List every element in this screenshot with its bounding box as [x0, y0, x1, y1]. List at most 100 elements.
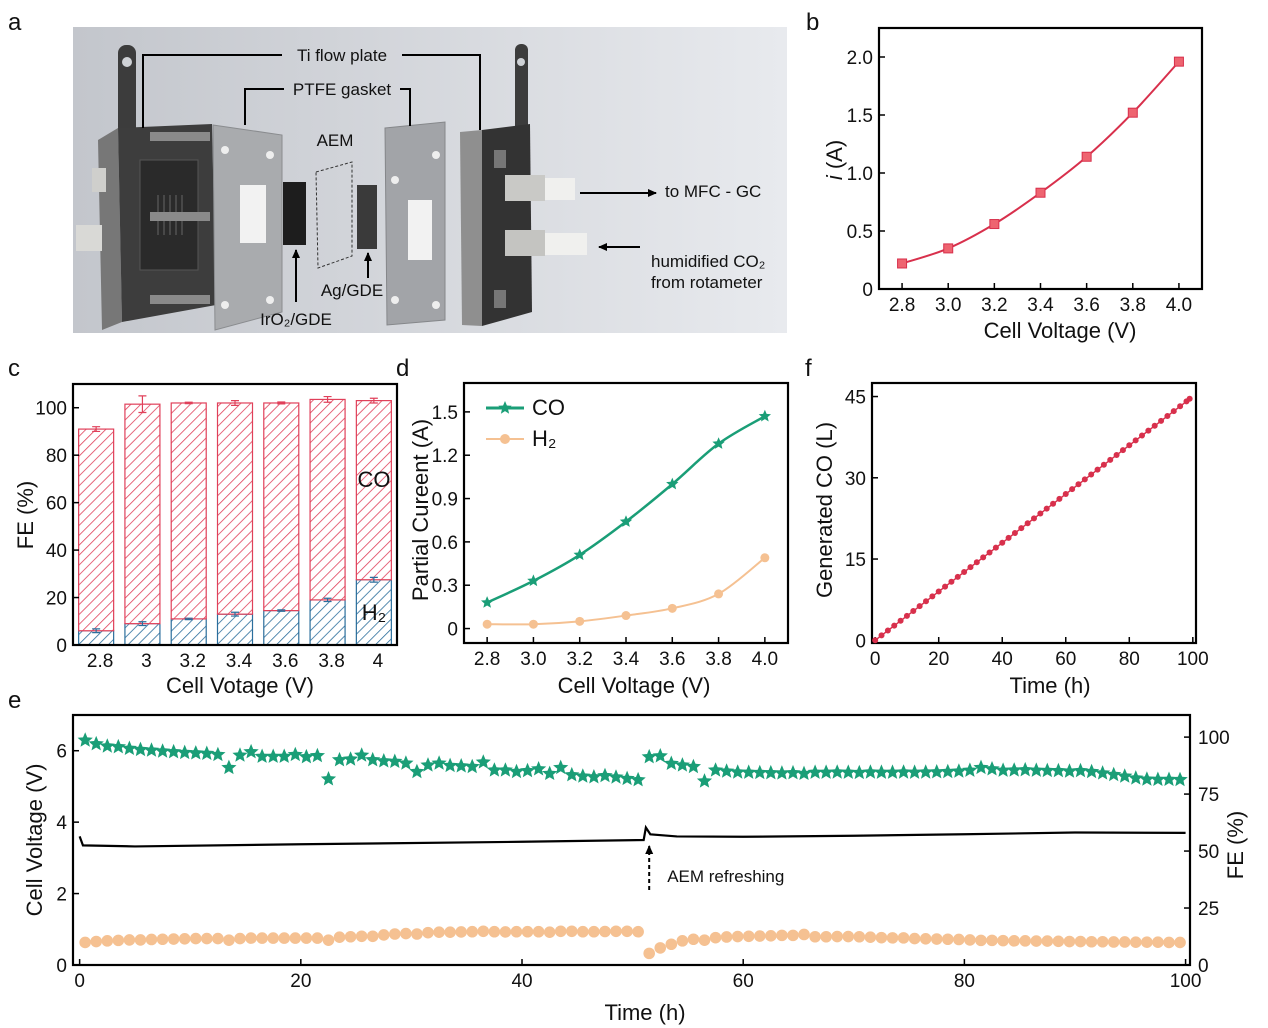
data-point-generated-co: [1031, 515, 1037, 522]
data-point-generated-co: [954, 573, 961, 580]
chart-b-current-vs-voltage: 2.8 3.0 3.2 3.4 3.6 3.8 4.0 0 0.5 1.0 1.5 2.0 Cell V…: [822, 26, 1204, 343]
data-point-fe-h2: [289, 932, 302, 944]
data-point-generated-co: [948, 578, 955, 585]
y-tick-label: 15: [845, 550, 866, 571]
x-tick-label: 2.8: [87, 651, 113, 672]
data-point-fe-h2: [234, 932, 246, 945]
bar-co: [216, 402, 254, 615]
data-point-fe-h2: [189, 932, 202, 945]
data-point-fe-co: [663, 755, 679, 770]
data-point-fe-h2: [676, 935, 689, 947]
data-point-generated-co: [1132, 437, 1139, 444]
right-ti-plate: [460, 44, 587, 326]
data-point-generated-co: [1113, 452, 1120, 459]
error-bar-h2: [369, 576, 378, 583]
y-tick-label: 40: [46, 541, 67, 562]
error-bar-co: [323, 395, 332, 403]
data-point-generated-co: [1151, 422, 1158, 429]
data-point-fe-h2: [820, 930, 832, 943]
data-point-fe-co: [276, 748, 292, 763]
bar-annotation-co: CO: [358, 467, 391, 492]
data-point-fe-co: [940, 763, 956, 779]
series-line-co: [486, 415, 766, 604]
error-bar-co: [369, 397, 378, 404]
data-point-fe-h2: [1107, 936, 1120, 948]
data-point-fe-h2: [1063, 935, 1076, 948]
y-axis-label: i (A): [822, 140, 847, 180]
data-point-fe-h2: [953, 933, 965, 946]
data-point-fe-h2: [964, 934, 976, 946]
data-point-fe-h2: [256, 932, 268, 944]
y-tick-label: 0: [447, 620, 458, 641]
x-tick-label: 4: [373, 651, 384, 672]
data-point-generated-co: [935, 588, 942, 595]
data-point-fe-h2: [1085, 935, 1098, 948]
y-tick-label: 1.5: [432, 403, 458, 424]
data-point-fe-co: [818, 764, 834, 779]
data-point-fe-h2: [930, 933, 943, 945]
data-point-fe-h2: [742, 930, 755, 943]
x-tick-label: 2.8: [889, 295, 915, 316]
y-tick-label: 80: [46, 446, 67, 467]
data-point-current: [897, 258, 908, 269]
data-point-fe-h2: [267, 932, 279, 944]
x-tick-label: 3.6: [1073, 295, 1099, 316]
data-point-fe-h2: [975, 934, 987, 947]
label-inlet-1: humidified CO₂: [651, 252, 765, 271]
data-point-h2: [575, 616, 585, 626]
data-point-fe-co: [475, 754, 491, 769]
data-point-fe-co: [254, 748, 270, 763]
ptfe-gasket-right: [384, 121, 446, 326]
data-point-generated-co: [878, 632, 885, 639]
data-point-fe-h2: [521, 925, 534, 938]
bar-co: [309, 398, 346, 601]
bar-h2: [216, 613, 254, 646]
error-bar-h2: [184, 617, 193, 621]
error-bar-h2: [323, 597, 332, 603]
data-point-fe-co: [1128, 770, 1144, 785]
data-point-fe-h2: [997, 934, 1009, 947]
data-point-generated-co: [1107, 456, 1114, 463]
x-tick-label: 40: [511, 971, 532, 992]
data-point-fe-h2: [908, 932, 921, 945]
data-point-fe-co: [641, 748, 657, 764]
data-point-fe-co: [309, 747, 325, 763]
data-point-fe-h2: [941, 933, 954, 946]
x-tick-label: 3.4: [226, 651, 253, 672]
panel-label-a: a: [8, 9, 22, 36]
data-point-generated-co: [1056, 495, 1063, 502]
data-point-generated-co: [1139, 432, 1145, 439]
data-point-generated-co: [986, 549, 993, 556]
data-point-fe-co: [696, 773, 713, 788]
label-outlet: to MFC - GC: [665, 182, 761, 201]
data-point-generated-co: [961, 569, 968, 576]
error-bar-co: [231, 400, 239, 406]
data-point-generated-co: [903, 612, 910, 619]
bar-co: [355, 400, 392, 581]
data-point-fe-h2: [875, 931, 888, 944]
data-point-generated-co: [929, 593, 936, 600]
y-tick-label: 6: [56, 742, 67, 763]
data-point-fe-h2: [366, 930, 379, 943]
data-point-fe-h2: [687, 933, 700, 946]
bar-h2: [355, 579, 392, 646]
data-point-generated-co: [1081, 476, 1088, 483]
data-point-generated-co: [992, 544, 999, 551]
y-tick-label: 0: [1198, 956, 1209, 977]
data-point-fe-co: [243, 743, 259, 759]
data-point-fe-co: [1084, 763, 1100, 779]
y-tick-label: 1.5: [847, 106, 873, 127]
x-tick-label: 3.2: [981, 295, 1007, 316]
data-point-current: [989, 219, 1000, 230]
x-tick-label: 100: [1177, 649, 1209, 670]
cell-diagram: Ti flow plate PTFE gasket AEM IrO₂/GDE A…: [73, 27, 787, 333]
data-point-co: [758, 409, 771, 422]
data-point-fe-co: [531, 761, 547, 776]
y-tick-label: 25: [1198, 899, 1219, 920]
x-tick-label: 60: [733, 971, 754, 992]
data-point-fe-h2: [123, 934, 136, 946]
data-point-fe-h2: [156, 933, 169, 946]
x-tick-label: 3.6: [272, 651, 298, 672]
data-point-fe-co: [486, 762, 502, 777]
data-point-fe-co: [884, 764, 901, 779]
